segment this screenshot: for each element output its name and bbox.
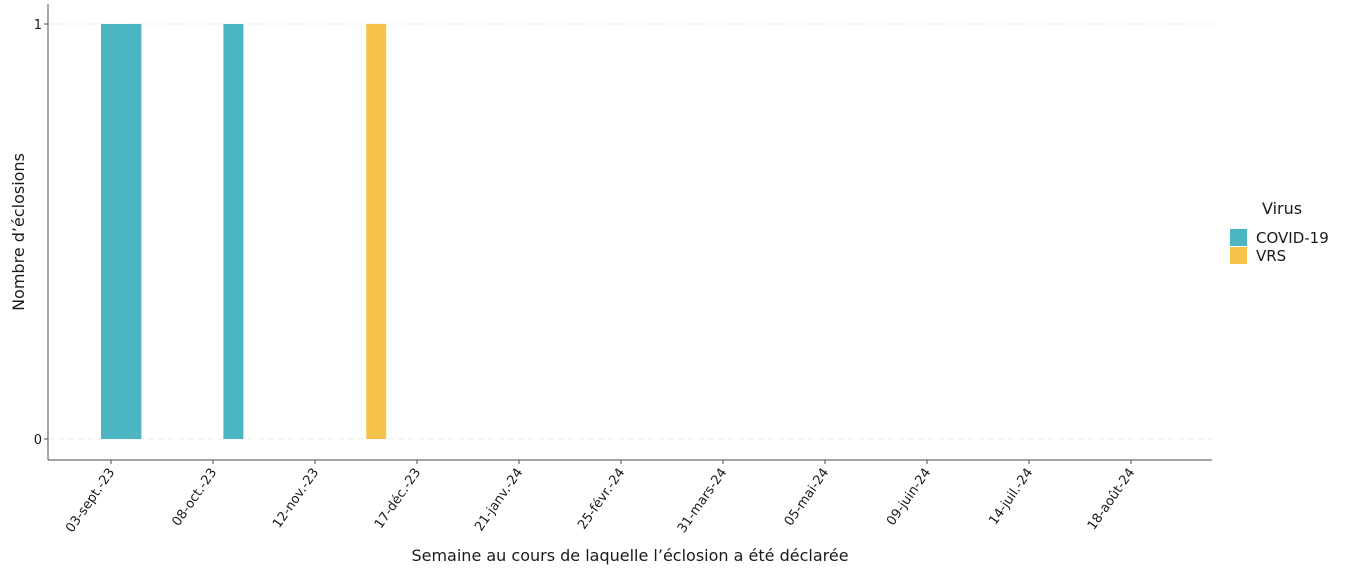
x-axis-title: Semaine au cours de laquelle l’éclosion … xyxy=(411,546,848,565)
legend-title: Virus xyxy=(1262,199,1302,218)
x-tick-label: 08-oct.-23 xyxy=(170,466,221,530)
x-tick-label: 05-mai-24 xyxy=(782,466,833,529)
x-tick-label: 17-déc.-23 xyxy=(372,466,424,532)
legend-label: COVID-19 xyxy=(1256,229,1329,247)
x-tick-label: 03-sept.-23 xyxy=(63,466,118,536)
x-tick-label: 12-nov.-23 xyxy=(270,466,322,532)
x-tick-label: 25-févr.-24 xyxy=(575,466,628,533)
bar-covid-19 xyxy=(101,24,142,439)
legend-label: VRS xyxy=(1256,247,1286,265)
x-tick-label: 09-juin-24 xyxy=(884,466,934,529)
x-ticks: 03-sept.-23 08-oct.-23 12-nov.-23 17-déc.-2… xyxy=(63,460,1138,536)
bar-covid-19 xyxy=(223,24,244,439)
x-tick-label: 21-janv.-24 xyxy=(472,466,526,534)
x-tick-label: 14-juil.-24 xyxy=(986,466,1036,528)
x-tick-label: 18-août-24 xyxy=(1085,466,1138,533)
bar-vrs xyxy=(366,24,387,439)
legend-swatch xyxy=(1230,247,1247,264)
grid xyxy=(48,23,1212,440)
x-tick-label: 31-mars-24 xyxy=(675,466,730,536)
legend-swatch xyxy=(1230,229,1247,246)
y-axis-title: Nombre d’éclosions xyxy=(9,153,28,311)
y-ticks: 01 xyxy=(34,18,48,448)
y-tick-label: 0 xyxy=(34,433,42,448)
y-tick-label: 1 xyxy=(34,18,42,33)
bars xyxy=(101,24,387,439)
